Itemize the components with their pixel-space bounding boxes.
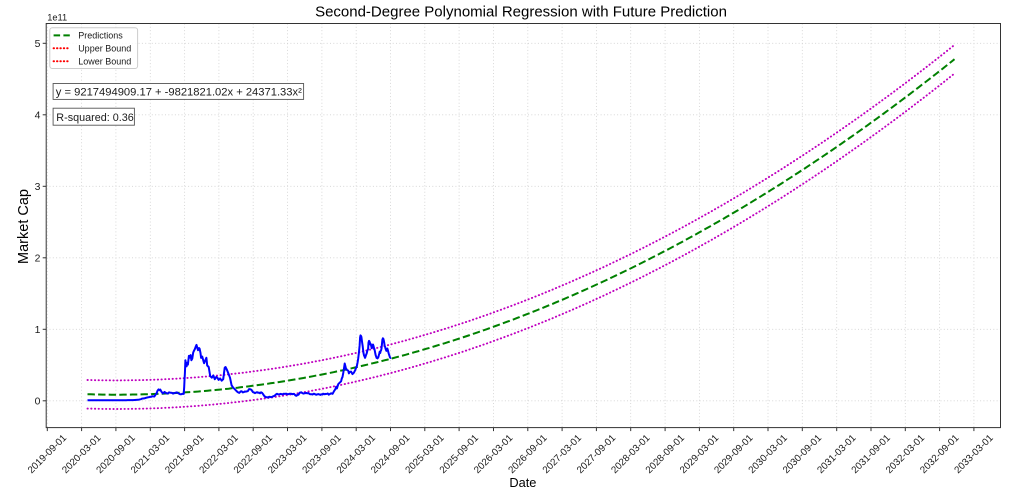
svg-text:Date: Date [509,475,536,490]
svg-text:Predictions: Predictions [78,31,123,41]
svg-text:1: 1 [35,325,41,336]
svg-text:0: 0 [35,397,41,408]
svg-text:Second-Degree Polynomial Regre: Second-Degree Polynomial Regression with… [315,4,727,21]
svg-text:y = 9217494909.17 + -9821821.0: y = 9217494909.17 + -9821821.02x + 24371… [56,86,302,98]
svg-text:Market Cap: Market Cap [16,189,32,264]
svg-text:R-squared: 0.36: R-squared: 0.36 [56,112,133,124]
svg-text:Lower Bound: Lower Bound [78,56,131,66]
svg-text:2: 2 [35,254,41,265]
svg-text:5: 5 [35,39,41,50]
svg-text:1e11: 1e11 [47,13,67,23]
svg-text:Upper Bound: Upper Bound [78,43,131,53]
svg-text:4: 4 [35,111,41,122]
svg-text:3: 3 [35,182,41,193]
